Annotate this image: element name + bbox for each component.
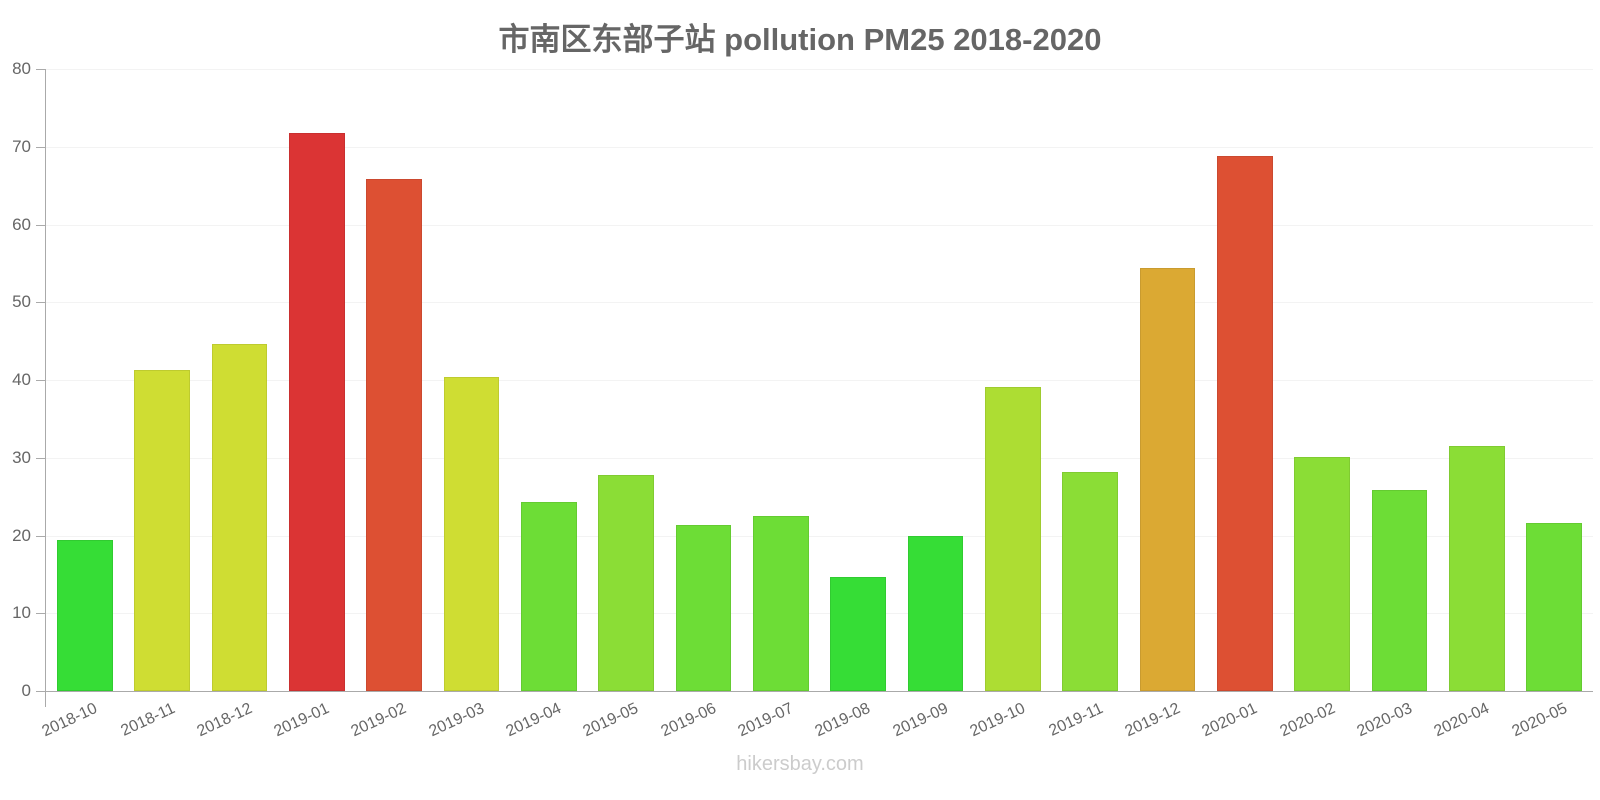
bar-2019-06[interactable] (675, 524, 732, 691)
x-tick-label: 2018-11 (117, 700, 178, 740)
y-tick-label: 30 (12, 448, 31, 467)
gridline (46, 302, 1593, 303)
x-tick-label: 2020-03 (1354, 700, 1415, 741)
y-tick-label: 70 (12, 137, 31, 156)
bar-2020-02[interactable] (1294, 456, 1351, 691)
x-tick-label: 2019-02 (348, 700, 410, 741)
bar-2019-12[interactable] (1139, 268, 1196, 691)
bar-2019-02[interactable] (366, 178, 422, 691)
bar-2020-05[interactable] (1526, 523, 1583, 691)
x-tick-label: 2019-03 (426, 700, 487, 741)
y-tick-mark (36, 302, 45, 303)
gridline (46, 536, 1593, 537)
gridline (46, 147, 1593, 148)
gridline (46, 458, 1593, 459)
gridline (46, 225, 1593, 226)
x-axis (38, 691, 1593, 692)
y-tick-mark (36, 69, 45, 70)
x-tick-label: 2019-09 (890, 700, 951, 741)
bar-2020-04[interactable] (1449, 446, 1505, 691)
x-tick-label: 2020-04 (1431, 700, 1493, 741)
y-tick-label: 10 (12, 603, 31, 622)
y-tick-label: 60 (12, 215, 31, 234)
x-tick-label: 2018-10 (39, 700, 100, 741)
gridline (46, 613, 1593, 614)
x-tick-label: 2020-01 (1199, 700, 1261, 741)
bar-2018-12[interactable] (211, 344, 268, 691)
x-tick-label: 2019-11 (1046, 700, 1106, 740)
y-tick-label: 50 (12, 292, 31, 311)
x-tick-label: 2020-05 (1509, 700, 1570, 741)
y-tick-mark (36, 225, 45, 226)
bar-2019-05[interactable] (598, 474, 654, 691)
x-tick-label: 2019-10 (967, 700, 1029, 741)
x-tick-label: 2019-12 (1122, 700, 1183, 741)
bar-2019-01[interactable] (288, 132, 345, 691)
y-tick-mark (36, 613, 45, 614)
bar-2019-08[interactable] (830, 576, 887, 691)
y-tick-label: 20 (12, 526, 31, 545)
y-tick-mark (36, 380, 45, 381)
bar-2020-03[interactable] (1371, 489, 1428, 691)
y-tick-label: 80 (12, 59, 31, 78)
bar-2018-11[interactable] (134, 369, 190, 691)
x-tick-label: 2019-08 (812, 700, 874, 741)
bar-2019-09[interactable] (907, 536, 964, 691)
x-tick-label: 2019-04 (503, 700, 564, 741)
x-tick-label: 2020-02 (1277, 700, 1338, 741)
y-tick-label: 40 (12, 370, 31, 389)
x-tick-label: 2018-12 (194, 700, 255, 741)
x-tick-label: 2019-06 (658, 700, 719, 741)
x-tick-label: 2019-07 (735, 700, 797, 741)
x-tick-label: 2019-01 (271, 700, 332, 741)
watermark: hikersbay.com (736, 753, 864, 775)
bar-2019-03[interactable] (443, 376, 500, 691)
y-tick-mark (36, 458, 45, 459)
x-tick-label: 2019-05 (580, 700, 642, 741)
bar-2018-10[interactable] (56, 540, 113, 691)
bar-2019-04[interactable] (520, 502, 577, 691)
bar-2019-07[interactable] (752, 516, 809, 691)
y-axis (45, 69, 46, 707)
chart-title: 市南区东部子站 pollution PM25 2018-2020 (498, 22, 1102, 57)
y-tick-mark (36, 536, 45, 537)
bar-2019-11[interactable] (1062, 471, 1119, 691)
gridline (46, 380, 1593, 381)
bar-2020-01[interactable] (1217, 156, 1273, 691)
gridline (46, 69, 1593, 70)
y-tick-mark (36, 147, 45, 148)
bar-2019-10[interactable] (985, 386, 1041, 691)
y-tick-label: 0 (21, 681, 31, 700)
